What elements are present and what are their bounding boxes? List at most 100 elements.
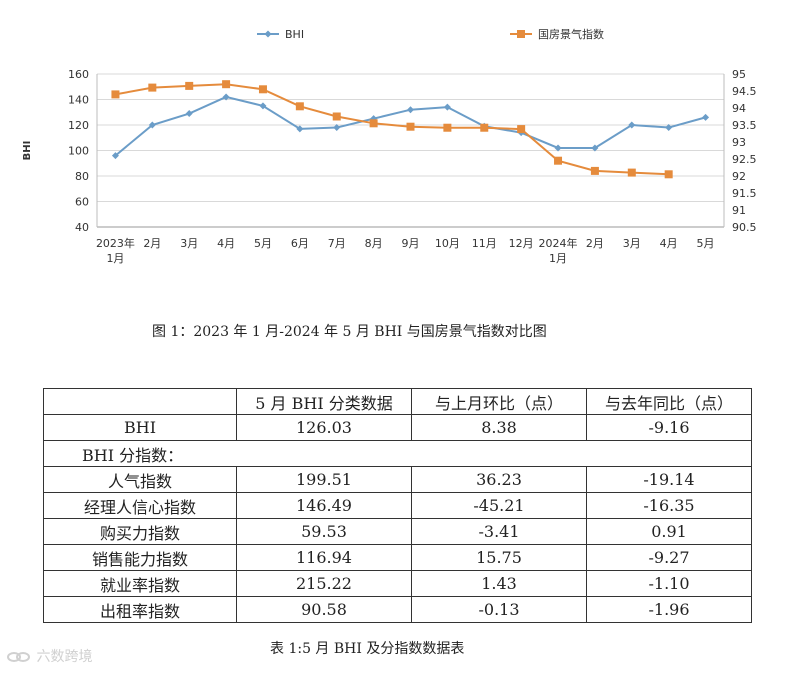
bhi-point [665,124,673,132]
x-tick-label-line2: 1月 [549,252,567,265]
value-cell: 59.53 [236,518,412,545]
housing-index-point [480,123,489,132]
x-tick-label: 6月 [291,237,309,250]
row-label: 经理人信心指数 [43,492,237,519]
value-cell: 126.03 [236,414,412,441]
row-label: 人气指数 [43,466,237,493]
bhi-point [407,106,414,114]
bhi-point [628,121,636,129]
mom-cell: 15.75 [411,544,587,571]
series-markers [111,80,710,179]
table-row: 人气指数 199.51 36.23 -19.14 [43,466,752,493]
yoy-cell: -1.96 [586,596,752,623]
y-tick-label: 60 [75,196,89,209]
yoy-cell: -9.16 [586,414,752,441]
legend-marker [264,30,272,38]
housing-index-point [369,119,378,128]
table-header-cell: 与上月环比（点） [411,388,587,415]
x-axis-tick-labels: 2023年 1月 2月 3月 4月 5月 6月 7月 8月 9月 10月 11月 12月 2024年 1月 2… [96,236,715,265]
x-tick-label: 2023年 [96,236,135,250]
x-tick-label: 2024年 [539,236,578,250]
bhi-point [259,102,267,110]
table-caption: 表 1:5 月 BHI 及分指数数据表 [270,641,465,657]
chain-link-icon [7,652,30,662]
y2-tick-label: 93.5 [732,119,757,132]
x-tick-label: 12月 [509,237,534,250]
y-tick-label: 40 [75,221,89,234]
x-tick-label: 3月 [180,237,198,250]
row-label: 销售能力指数 [43,544,237,571]
housing-index-point [258,85,267,94]
left-axis-tick-labels: 40 60 80 100 120 140 160 [68,68,89,234]
y2-tick-label: 91.5 [732,187,757,200]
bhi-vs-housing-index-chart: 40 60 80 100 120 140 160 90.5 91 91.5 92 92.5 93 93.… [22,27,757,265]
yoy-cell: -16.35 [586,492,752,519]
y2-tick-label: 94 [732,102,746,115]
housing-index-point [222,80,231,89]
figure-caption: 图 1：2023 年 1 月-2024 年 5 月 BHI 与国房景气指数对比图 [152,324,547,340]
mom-cell: -0.13 [411,596,587,623]
bhi-data-table: 5 月 BHI 分类数据 与上月环比（点） 与去年同比（点） BHI 126.0… [43,388,752,623]
table-header-cell [43,388,237,415]
right-axis-tick-labels: 90.5 91 91.5 92 92.5 93 93.5 94 94.5 95 [732,68,757,234]
bhi-point [702,113,710,121]
y2-tick-label: 91 [732,204,746,217]
y-tick-label: 160 [68,68,89,81]
y2-tick-label: 95 [732,68,746,81]
housing-index-point [148,83,157,92]
mom-cell: 1.43 [411,570,587,597]
x-tick-label: 9月 [402,237,420,250]
bhi-point [222,93,230,101]
x-tick-label: 5月 [254,237,272,250]
housing-index-point [554,156,563,165]
table-row: 购买力指数 59.53 -3.41 0.91 [43,518,752,545]
table-row-bhi: BHI 126.03 8.38 -9.16 [43,414,752,441]
housing-index-point [185,81,194,90]
x-tick-label: 7月 [328,237,346,250]
y2-tick-label: 92 [732,170,746,183]
legend-label: BHI [285,28,304,41]
x-tick-label: 4月 [217,237,235,250]
table-row: 经理人信心指数 146.49 -45.21 -16.35 [43,492,752,519]
bhi-point [554,144,562,152]
housing-index-point [295,102,304,111]
y-tick-label: 120 [68,119,89,132]
y-tick-label: 80 [75,170,89,183]
table-header-cell: 与去年同比（点） [586,388,752,415]
housing-index-point [332,112,341,121]
y2-tick-label: 92.5 [732,153,757,166]
x-tick-label: 11月 [472,237,497,250]
legend-label: 国房景气指数 [538,27,604,41]
value-cell: 146.49 [236,492,412,519]
housing-index-point [664,170,673,179]
watermark-text: 六数跨境 [36,649,93,665]
grid-lines [97,73,724,228]
table-row: 出租率指数 90.58 -0.13 -1.96 [43,596,752,623]
x-tick-label: 4月 [660,237,678,250]
mom-cell: 36.23 [411,466,587,493]
row-label: 出租率指数 [43,596,237,623]
x-tick-label-line2: 1月 [106,252,124,265]
bhi-point [111,152,119,160]
housing-index-point [627,168,636,177]
housing-index-point [590,166,599,175]
yoy-cell: -9.27 [586,544,752,571]
table-subheader-row: BHI 分指数： [43,440,752,467]
bhi-point [443,103,451,111]
table-row: 销售能力指数 116.94 15.75 -9.27 [43,544,752,571]
y-tick-label: 140 [68,94,89,107]
legend-marker [517,30,525,38]
sub-index-heading: BHI 分指数： [43,440,752,467]
y2-tick-label: 93 [732,136,746,149]
row-label: 就业率指数 [43,570,237,597]
housing-index-point [406,122,415,131]
legend: BHI 国房景气指数 [257,27,604,41]
y-axis-label: BHI [22,141,33,161]
x-tick-label: 2月 [143,237,161,250]
yoy-cell: 0.91 [586,518,752,545]
bhi-point [185,110,193,118]
bhi-point [333,124,341,132]
table-row: 就业率指数 215.22 1.43 -1.10 [43,570,752,597]
chart-axes [96,74,725,228]
value-cell: 116.94 [236,544,412,571]
